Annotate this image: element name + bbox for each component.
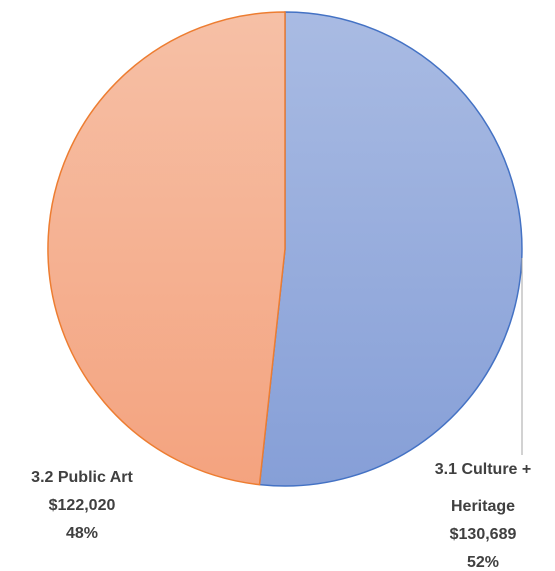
label-percent: 52%: [467, 554, 499, 571]
label-name-line-1: 3.2 Public Art: [31, 469, 133, 486]
data-label-culture-heritage: 3.1 Culture + Heritage $130,689 52%: [435, 461, 531, 571]
label-value: $130,689: [450, 526, 517, 543]
label-name-line-1: 3.1 Culture +: [435, 461, 531, 478]
label-percent: 48%: [66, 525, 98, 542]
label-value: $122,020: [49, 497, 116, 514]
data-label-public-art: 3.2 Public Art $122,020 48%: [31, 469, 133, 542]
pie-slice-culture-heritage: [258, 11, 523, 487]
label-name-line-2: Heritage: [451, 498, 515, 515]
pie-slice-public-art: [47, 11, 286, 486]
